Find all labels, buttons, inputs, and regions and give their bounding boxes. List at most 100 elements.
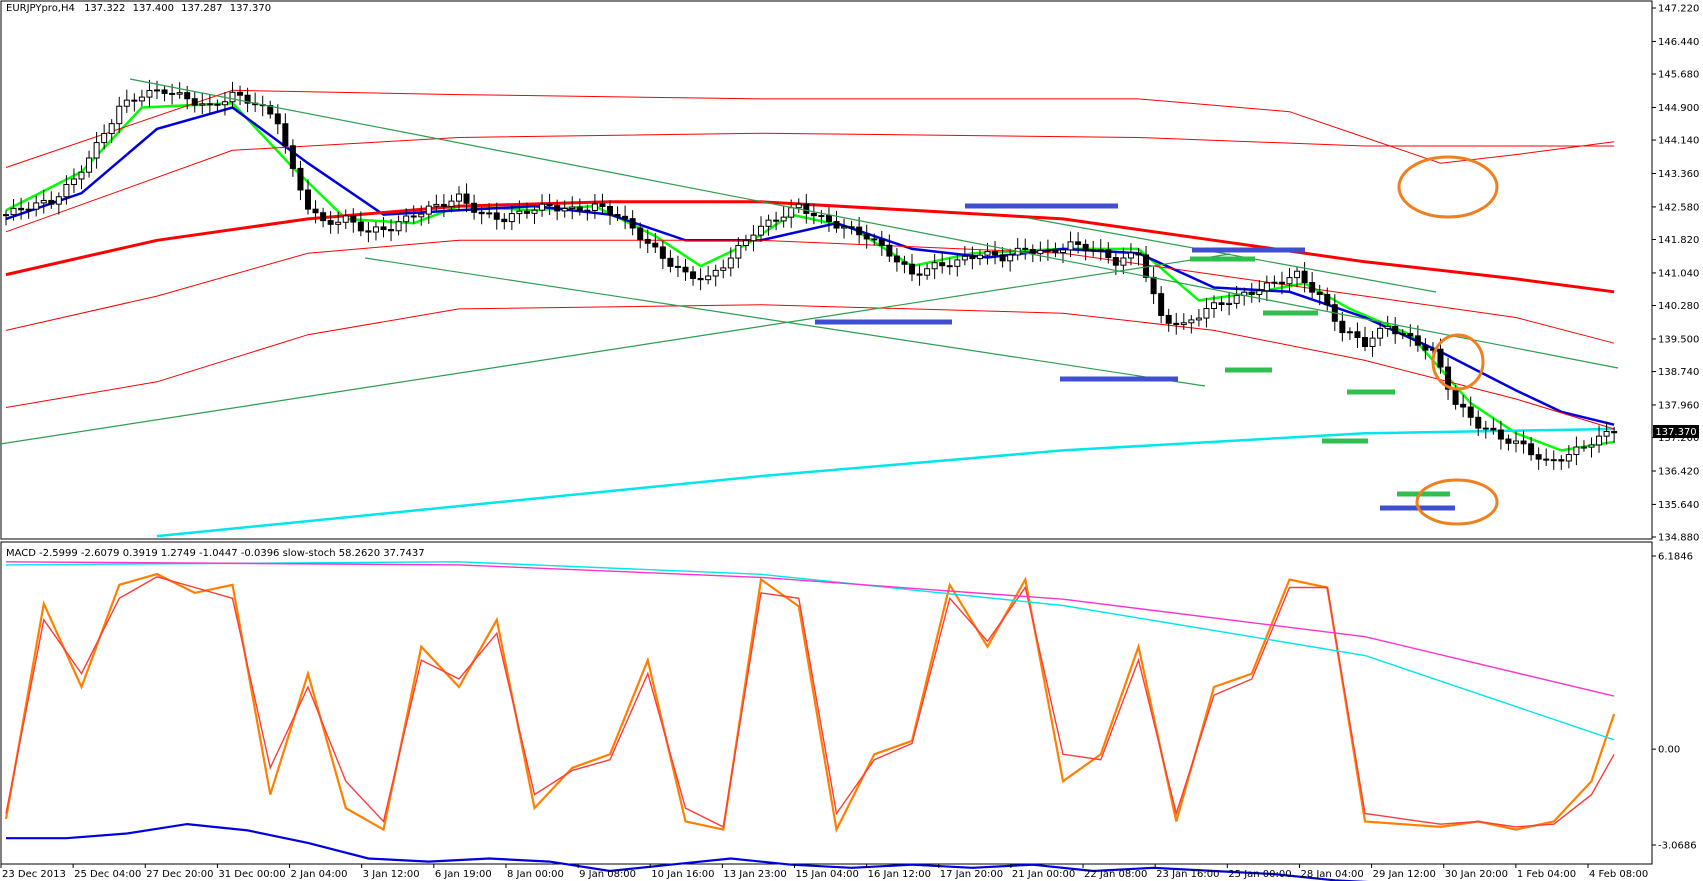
candle xyxy=(1550,450,1557,470)
candle xyxy=(403,208,410,233)
candle xyxy=(1263,275,1270,302)
candle xyxy=(433,194,440,213)
candle xyxy=(1294,266,1301,287)
candle xyxy=(803,194,810,224)
time-tick-label: 27 Dec 20:00 xyxy=(146,869,213,880)
candle xyxy=(214,99,221,111)
candle xyxy=(735,237,742,269)
candle xyxy=(954,253,961,277)
candle xyxy=(622,205,629,230)
candle xyxy=(1309,271,1316,299)
candle xyxy=(146,79,153,108)
price-tick-label: 142.580 xyxy=(1658,202,1699,213)
candle xyxy=(924,263,931,280)
indicator-panel-title: MACD -2.5999 -2.6079 0.3919 1.2749 -1.04… xyxy=(6,548,425,559)
candle xyxy=(70,168,77,193)
candle xyxy=(1467,396,1474,426)
candle xyxy=(108,119,115,143)
candle xyxy=(901,255,908,274)
candle xyxy=(244,87,251,113)
candle xyxy=(848,220,855,235)
candle xyxy=(720,259,727,279)
candle xyxy=(637,222,644,249)
candle xyxy=(1105,242,1112,264)
candle xyxy=(1097,239,1104,261)
candle xyxy=(539,194,546,217)
time-tick-label: 29 Jan 12:00 xyxy=(1373,869,1436,880)
ohlc-low: 137.287 xyxy=(181,3,222,14)
candle xyxy=(1195,309,1202,327)
indicator-layer xyxy=(4,561,1616,881)
candle xyxy=(1603,422,1610,445)
candle xyxy=(629,210,636,236)
trendline-channel xyxy=(1027,217,1437,293)
candle xyxy=(1127,243,1134,266)
candle xyxy=(1188,315,1195,334)
candle xyxy=(939,251,946,274)
candle xyxy=(765,214,772,236)
candle xyxy=(199,93,206,115)
candle xyxy=(101,124,108,150)
candle xyxy=(131,93,138,112)
time-tick-label: 30 Jan 20:00 xyxy=(1445,869,1508,880)
price-tick-label: 144.900 xyxy=(1658,103,1699,114)
candle xyxy=(1248,283,1255,303)
candle xyxy=(727,247,734,277)
trendline-rising xyxy=(0,253,1231,445)
trendline-lower xyxy=(364,257,1206,387)
time-tick-label: 2 Jan 04:00 xyxy=(291,869,348,880)
candle xyxy=(780,206,787,228)
candle xyxy=(1218,296,1225,312)
candle xyxy=(607,200,613,225)
price-tick-label: 136.420 xyxy=(1658,466,1699,477)
candle xyxy=(478,207,485,225)
candle xyxy=(576,198,583,216)
candle xyxy=(3,210,9,226)
candle xyxy=(471,194,478,220)
time-tick-label: 31 Dec 00:00 xyxy=(218,869,285,880)
time-tick-label: 10 Jan 16:00 xyxy=(651,869,714,880)
ohlc-high: 137.400 xyxy=(133,3,174,14)
candle xyxy=(969,246,976,270)
candle xyxy=(893,248,900,272)
candle xyxy=(312,200,319,224)
price-tick-label: 141.040 xyxy=(1658,268,1699,279)
price-tick-label: 140.280 xyxy=(1658,301,1699,312)
candle xyxy=(644,229,651,254)
candle xyxy=(1475,410,1482,437)
candle xyxy=(984,242,991,265)
candle xyxy=(365,222,372,243)
series-macd-magenta xyxy=(5,561,1615,697)
candle xyxy=(1362,326,1368,352)
candle xyxy=(523,202,530,219)
candle xyxy=(1339,311,1346,342)
time-tick-label: 23 Jan 16:00 xyxy=(1156,869,1219,880)
candle xyxy=(138,89,145,107)
indicator-tick-label: 6.1846 xyxy=(1658,552,1693,563)
highlight-circle-middle xyxy=(1431,333,1485,391)
candle xyxy=(1535,447,1542,470)
candle xyxy=(161,85,168,102)
indicator-tick-label: -3.0686 xyxy=(1658,841,1697,852)
candle xyxy=(1505,434,1512,451)
current-price-label: 137.370 xyxy=(1655,427,1696,438)
candle xyxy=(342,209,349,229)
candle xyxy=(825,207,832,232)
indicator-bb-outer-upper xyxy=(5,89,1615,168)
candle xyxy=(1271,275,1278,288)
axis-layer: 147.220 146.440 145.680 144.900 144.140 143.3… xyxy=(0,4,1699,880)
candle xyxy=(1580,440,1587,452)
candle xyxy=(1588,437,1595,458)
candle xyxy=(1490,417,1497,435)
candle xyxy=(916,264,923,286)
candle xyxy=(561,200,568,218)
time-tick-label: 3 Jan 12:00 xyxy=(363,869,420,880)
price-tick-label: 145.680 xyxy=(1658,70,1699,81)
candle xyxy=(40,189,47,214)
indicator-ma-red-thick xyxy=(5,200,1615,294)
candle xyxy=(1226,292,1233,316)
candle xyxy=(1422,338,1429,360)
candle xyxy=(1354,322,1361,349)
time-tick-label: 21 Jan 00:00 xyxy=(1012,869,1075,880)
indicator-panel xyxy=(0,541,1653,865)
